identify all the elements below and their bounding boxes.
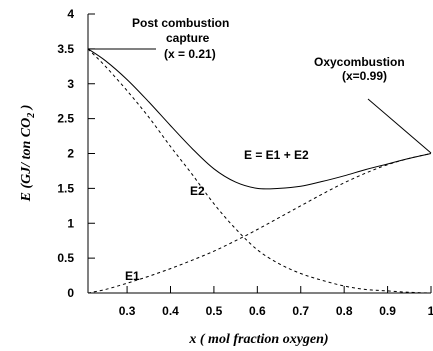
x-tick-label: 0.5 (206, 304, 223, 318)
x-tick-label: 0.7 (292, 304, 309, 318)
series-line-e2 (87, 48, 432, 294)
x-tick-label: 1 (428, 304, 433, 318)
oxycombustion-pointer (367, 98, 432, 154)
y-tick-label: 3 (67, 77, 74, 91)
y-tick-label: 2 (67, 147, 74, 161)
y-axis-title-main: E (GJ/ ton CO (19, 118, 34, 203)
y-tick-label: 1 (67, 216, 74, 230)
x-tick-label: 0.3 (119, 304, 136, 318)
post-combustion-label-2: capture (166, 31, 210, 45)
y-tick-label: 3.5 (57, 42, 74, 56)
series-lines (87, 48, 432, 294)
sum-series-label: E = E1 + E2 (244, 148, 309, 162)
post-combustion-label-1: Post combustion (132, 16, 229, 30)
y-tick-label: 1.5 (57, 181, 74, 195)
y-ticks: 0 0.5 1 1.5 2 2.5 3 3.5 4 (57, 7, 95, 300)
y-axis-title-end: ) (19, 105, 34, 113)
y-axis-title-sub: 2 (26, 113, 37, 119)
e2-series-label: E2 (190, 184, 205, 198)
oxycombustion-label-2: (x=0.99) (342, 69, 387, 83)
x-tick-label: 0.4 (162, 304, 179, 318)
post-combustion-label-3: (x = 0.21) (164, 47, 216, 61)
e1-series-label: E1 (125, 269, 140, 283)
y-tick-label: 4 (67, 7, 74, 21)
x-tick-label: 0.9 (379, 304, 396, 318)
series-line-e-e1-e2 (87, 48, 432, 190)
y-tick-label: 2.5 (57, 112, 74, 126)
series-line-e1 (87, 153, 432, 294)
y-tick-label: 0.5 (57, 251, 74, 265)
x-ticks: 0.3 0.4 0.5 0.6 0.7 0.8 0.9 1 (119, 286, 433, 318)
oxycombustion-label-1: Oxycombustion (314, 55, 405, 69)
x-tick-label: 0.8 (336, 304, 353, 318)
y-tick-label: 0 (67, 286, 74, 300)
x-tick-label: 0.6 (249, 304, 266, 318)
x-axis-title: x ( mol fraction oxygen) (188, 332, 328, 347)
y-axis-title: E (GJ/ ton CO2 ) (19, 105, 37, 203)
